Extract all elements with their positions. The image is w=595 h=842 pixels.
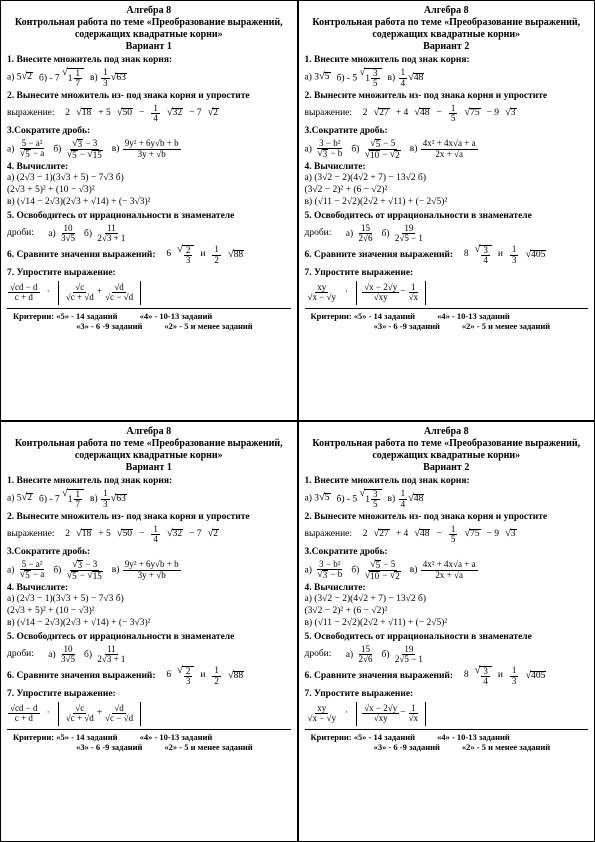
worksheet-variant-2: Алгебра 8Контрольная работа по теме «Пре… [298,0,595,421]
subject: Алгебра 8 [305,426,589,438]
task4-l1: а) (2√3 − 1)(3√3 + 5) − 7√3 б) [7,173,291,185]
task3-expr: а) 3 − b²√3 − bб) √5 − 5√10 − √2в) 4x² +… [305,139,589,160]
subject: Алгебра 8 [7,5,291,17]
task4-l2: (3√2 − 2)² + (6 − √2)² [305,185,589,197]
task3-title: 3.Сократите дробь: [305,547,589,559]
task7-expr: xy√x − √y · √x − 2√y√xy − 1√x [305,702,589,726]
task3-expr: а) 5 − a²√5 − aб) √3 − 3√5 − √15в) 9y² +… [7,560,291,581]
criteria: Критерии: «5» - 14 заданий«4» - 10-13 за… [7,729,291,753]
task7-title: 7. Упростите выражение: [7,689,291,701]
task2-expr: выражение: 2√27 + 4√48 − 15√75 − 9√3 [305,104,589,124]
task7-expr: √cd − dc + d · √c√c + √d + √d√c − √d [7,281,291,305]
task3-expr: а) 3 − b²√3 − bб) √5 − 5√10 − √2в) 4x² +… [305,560,589,581]
task1-title: 1. Внесите множитель под знак корня: [305,476,589,488]
task2-expr: выражение: 2√18 + 5√50 − 14√32 − 7√2 [7,104,291,124]
worksheet-variant-1: Алгебра 8Контрольная работа по теме «Пре… [0,421,298,842]
variant-label: Вариант 2 [305,462,589,474]
task4-title: 4. Вычислите: [7,583,291,595]
task7-expr: √cd − dc + d · √c√c + √d + √d√c − √d [7,702,291,726]
task1-title: 1. Внесите множитель под знак корня: [7,476,291,488]
task2-title: 2. Вынесите множитель из- под знака корн… [7,512,291,524]
task4-l2: (3√2 − 2)² + (6 − √2)² [305,606,589,618]
task1-expr: а) 5√2б) - 7 √117в) 13√63 [7,489,291,510]
criteria: Критерии: «5» - 14 заданий«4» - 10-13 за… [305,729,589,753]
task4-l3: в) (√11 − 2√2)(2√2 + √11) + (− 2√5)² [305,618,589,630]
task2-title: 2. Вынесите множитель из- под знака корн… [305,512,589,524]
task4-l3: в) (√14 − 2√3)(2√3 + √14) + (− 3√3)² [7,618,291,630]
task2-title: 2. Вынесите множитель из- под знака корн… [7,91,291,103]
subject: Алгебра 8 [305,5,589,17]
criteria: Критерии: «5» - 14 заданий«4» - 10-13 за… [305,308,589,332]
criteria: Критерии: «5» - 14 заданий«4» - 10-13 за… [7,308,291,332]
task5-expr: дроби: а) 152√6б) 192√5 − 1 [305,645,589,665]
worksheet-variant-1: Алгебра 8Контрольная работа по теме «Пре… [0,0,298,421]
task5-title: 5. Освободитесь от иррациональности в зн… [7,632,291,644]
task5-title: 5. Освободитесь от иррациональности в зн… [305,211,589,223]
task4-l1: а) (3√2 − 2)(4√2 + 7) − 13√2 б) [305,594,589,606]
task5-expr: дроби: а) 152√6б) 192√5 − 1 [305,224,589,244]
task4-l1: а) (2√3 − 1)(3√3 + 5) − 7√3 б) [7,594,291,606]
theme: Контрольная работа по теме «Преобразован… [305,17,589,41]
task1-expr: а) 5√2б) - 7 √117в) 13√63 [7,68,291,89]
task4-l2: (2√3 + 5)² + (10 − √3)² [7,606,291,618]
task2-title: 2. Вынесите множитель из- под знака корн… [305,91,589,103]
task1-title: 1. Внесите множитель под знак корня: [7,55,291,67]
subject: Алгебра 8 [7,426,291,438]
theme: Контрольная работа по теме «Преобразован… [305,438,589,462]
worksheet-variant-2: Алгебра 8Контрольная работа по теме «Пре… [298,421,595,842]
task6: 6. Сравните значения выражений: 8√34 и 1… [305,245,589,266]
task6: 6. Сравните значения выражений: 6√23 и 1… [7,666,291,687]
task5-expr: дроби: а) 103√5б) 112√3 + 1 [7,645,291,665]
task5-expr: дроби: а) 103√5б) 112√3 + 1 [7,224,291,244]
task1-title: 1. Внесите множитель под знак корня: [305,55,589,67]
task3-title: 3.Сократите дробь: [7,126,291,138]
task3-title: 3.Сократите дробь: [7,547,291,559]
variant-label: Вариант 2 [305,41,589,53]
task4-title: 4. Вычислите: [305,162,589,174]
task4-l1: а) (3√2 − 2)(4√2 + 7) − 13√2 б) [305,173,589,185]
theme: Контрольная работа по теме «Преобразован… [7,438,291,462]
task6: 6. Сравните значения выражений: 6√23 и 1… [7,245,291,266]
task6: 6. Сравните значения выражений: 8√34 и 1… [305,666,589,687]
variant-label: Вариант 1 [7,41,291,53]
task3-title: 3.Сократите дробь: [305,126,589,138]
task7-title: 7. Упростите выражение: [305,689,589,701]
task4-title: 4. Вычислите: [7,162,291,174]
task4-l2: (2√3 + 5)² + (10 − √3)² [7,185,291,197]
task1-expr: а) 3√5б) - 5 √135в) 14√48 [305,68,589,89]
theme: Контрольная работа по теме «Преобразован… [7,17,291,41]
task7-title: 7. Упростите выражение: [7,268,291,280]
task4-l3: в) (√11 − 2√2)(2√2 + √11) + (− 2√5)² [305,197,589,209]
task7-title: 7. Упростите выражение: [305,268,589,280]
task4-l3: в) (√14 − 2√3)(2√3 + √14) + (− 3√3)² [7,197,291,209]
task1-expr: а) 3√5б) - 5 √135в) 14√48 [305,489,589,510]
task4-title: 4. Вычислите: [305,583,589,595]
task2-expr: выражение: 2√27 + 4√48 − 15√75 − 9√3 [305,525,589,545]
task5-title: 5. Освободитесь от иррациональности в зн… [7,211,291,223]
task7-expr: xy√x − √y · √x − 2√y√xy − 1√x [305,281,589,305]
task5-title: 5. Освободитесь от иррациональности в зн… [305,632,589,644]
task2-expr: выражение: 2√18 + 5√50 − 14√32 − 7√2 [7,525,291,545]
variant-label: Вариант 1 [7,462,291,474]
task3-expr: а) 5 − a²√5 − aб) √3 − 3√5 − √15в) 9y² +… [7,139,291,160]
